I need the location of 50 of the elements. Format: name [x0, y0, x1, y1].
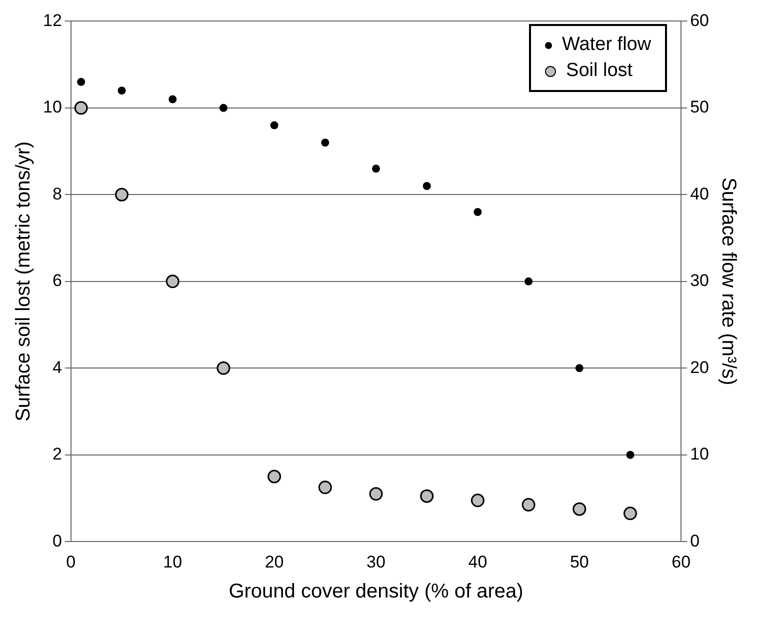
- y2-axis-title: Surface flow rate (m³/s): [717, 177, 740, 386]
- y2-tick-label: 50: [690, 98, 710, 117]
- point: [219, 104, 228, 112]
- point: [168, 95, 177, 104]
- point: [77, 78, 86, 86]
- y-tick-label: 0: [52, 531, 62, 550]
- x-tick-label: 40: [468, 552, 488, 572]
- point: [372, 164, 380, 173]
- point: [74, 101, 88, 115]
- point: [268, 470, 282, 484]
- y2-tick-label: 60: [690, 10, 710, 30]
- y2-tick-label: 40: [690, 184, 710, 204]
- point: [420, 489, 434, 503]
- point: [474, 208, 482, 216]
- y2-tick-label: 0: [690, 531, 700, 550]
- y-tick-label: 6: [52, 271, 62, 290]
- y-tick-label: 10: [42, 98, 62, 117]
- point: [470, 494, 484, 508]
- y-tick-label: 2: [52, 444, 62, 464]
- point: [626, 450, 634, 459]
- point: [216, 361, 230, 375]
- point: [572, 502, 586, 516]
- point: [270, 121, 278, 130]
- y-tick-label: 8: [52, 184, 62, 204]
- x-tick-label: 20: [264, 552, 284, 572]
- point: [623, 506, 637, 520]
- x-tick-label: 10: [163, 552, 182, 572]
- y2-tick-label: 20: [690, 358, 710, 377]
- y2-tick-label: 30: [690, 271, 710, 290]
- y2-tick-label: 10: [690, 444, 710, 464]
- x-tick-label: 50: [570, 552, 589, 572]
- point: [575, 364, 584, 372]
- y-tick-label: 4: [52, 358, 62, 377]
- point: [369, 487, 383, 501]
- x-axis-title: Ground cover density (% of area): [228, 580, 524, 603]
- point: [422, 182, 431, 190]
- point: [118, 86, 126, 95]
- y-axis-title: Surface soil lost (metric tons/yr): [12, 141, 35, 422]
- point: [321, 138, 330, 147]
- x-tick-label: 60: [672, 552, 691, 572]
- point: [166, 274, 180, 288]
- point: [318, 480, 332, 494]
- point: [115, 188, 129, 202]
- legend-label: Soil lost: [566, 59, 633, 84]
- legend-label: Water flow: [562, 33, 652, 58]
- point: [522, 498, 536, 512]
- y-tick-label: 12: [42, 10, 62, 30]
- x-tick-label: 0: [66, 552, 76, 572]
- x-tick-label: 30: [366, 552, 386, 572]
- point: [524, 277, 533, 286]
